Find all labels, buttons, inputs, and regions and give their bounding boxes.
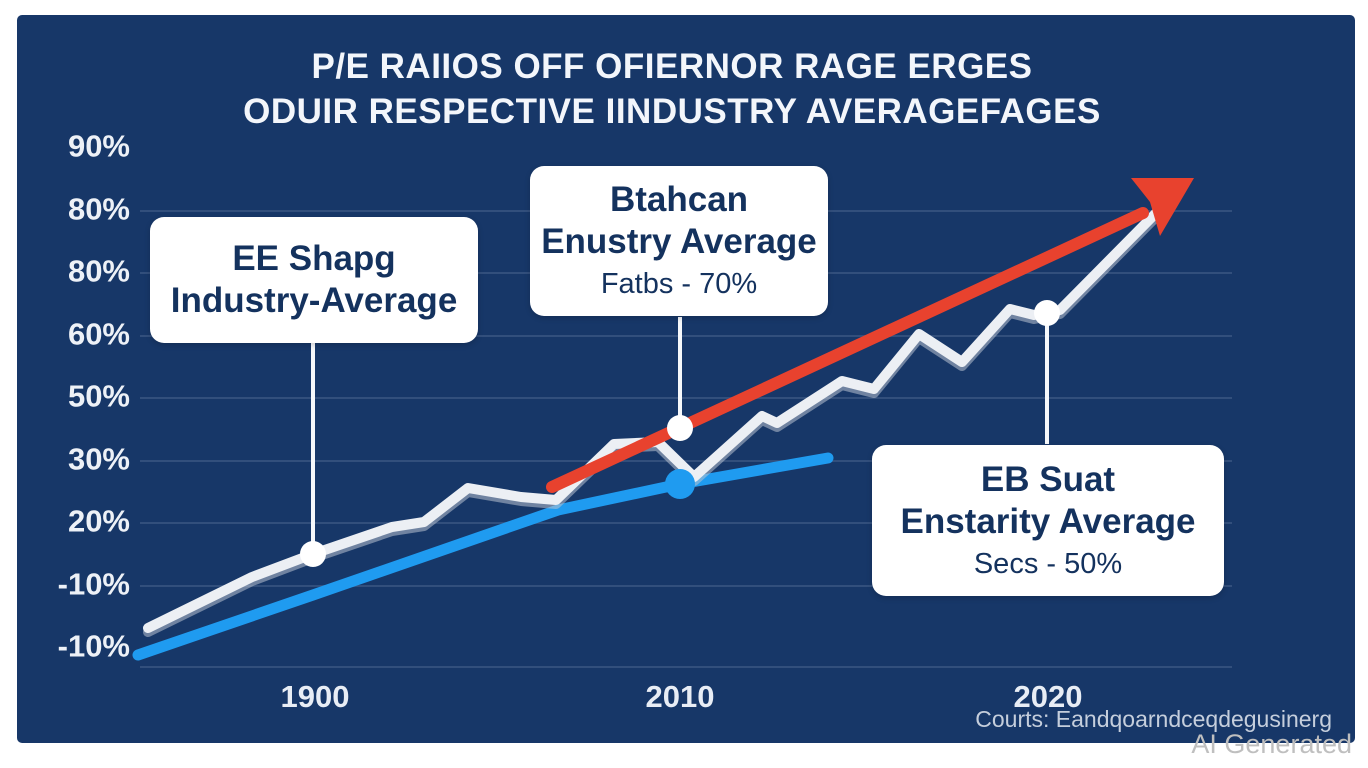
y-axis-tick-label: 60% bbox=[67, 316, 130, 352]
chart-title-line2: ODUIR RESPECTIVE IINDUSTRY AVERAGEFAGES bbox=[243, 92, 1101, 131]
y-axis-tick-label: -10% bbox=[57, 628, 130, 664]
source-credit-text: Courts: Eandqoarndceqdegusinerg bbox=[975, 706, 1332, 732]
x-axis-tick-label: 2020 bbox=[1013, 679, 1083, 714]
callout-enustry-average: Btahcan Enustry Average Fatbs - 70% bbox=[530, 166, 828, 316]
y-axis-tick-label: 50% bbox=[67, 378, 130, 414]
callout-value: Secs - 50% bbox=[973, 547, 1123, 580]
y-axis-tick-label: 80% bbox=[67, 191, 130, 227]
y-axis-tick-label: 80% bbox=[67, 253, 130, 289]
y-axis-tick-label: 20% bbox=[67, 503, 130, 539]
callout-line: Enstarity Average bbox=[900, 501, 1196, 541]
chart-title: P/E RAIIOS OFF OFIERNOR RAGE ERGES ODUIR… bbox=[3, 44, 1341, 134]
y-axis-tick-label: 30% bbox=[67, 441, 130, 477]
callout-line: Btahcan bbox=[609, 180, 749, 219]
y-axis-tick-label: 90% bbox=[67, 128, 130, 164]
x-axis-tick-label: 2010 bbox=[645, 679, 715, 714]
y-axis-tick-label: -10% bbox=[57, 566, 130, 602]
callout-line: Enustry Average bbox=[541, 222, 817, 261]
chart-title-line1: P/E RAIIOS OFF OFIERNOR RAGE ERGES bbox=[311, 47, 1033, 86]
callout-industry-average: EE Shapg Industry-Average bbox=[150, 217, 478, 343]
callout-line: EB Suat bbox=[980, 459, 1116, 499]
ai-generated-watermark: AI Generated bbox=[1191, 729, 1352, 759]
x-axis-tick-label: 1900 bbox=[280, 679, 350, 714]
callout-enstarity-average: EB Suat Enstarity Average Secs - 50% bbox=[872, 445, 1224, 596]
callout-line: Industry-Average bbox=[170, 281, 458, 320]
callout-value: Fatbs - 70% bbox=[600, 268, 758, 300]
callout-line: EE Shapg bbox=[232, 239, 396, 278]
